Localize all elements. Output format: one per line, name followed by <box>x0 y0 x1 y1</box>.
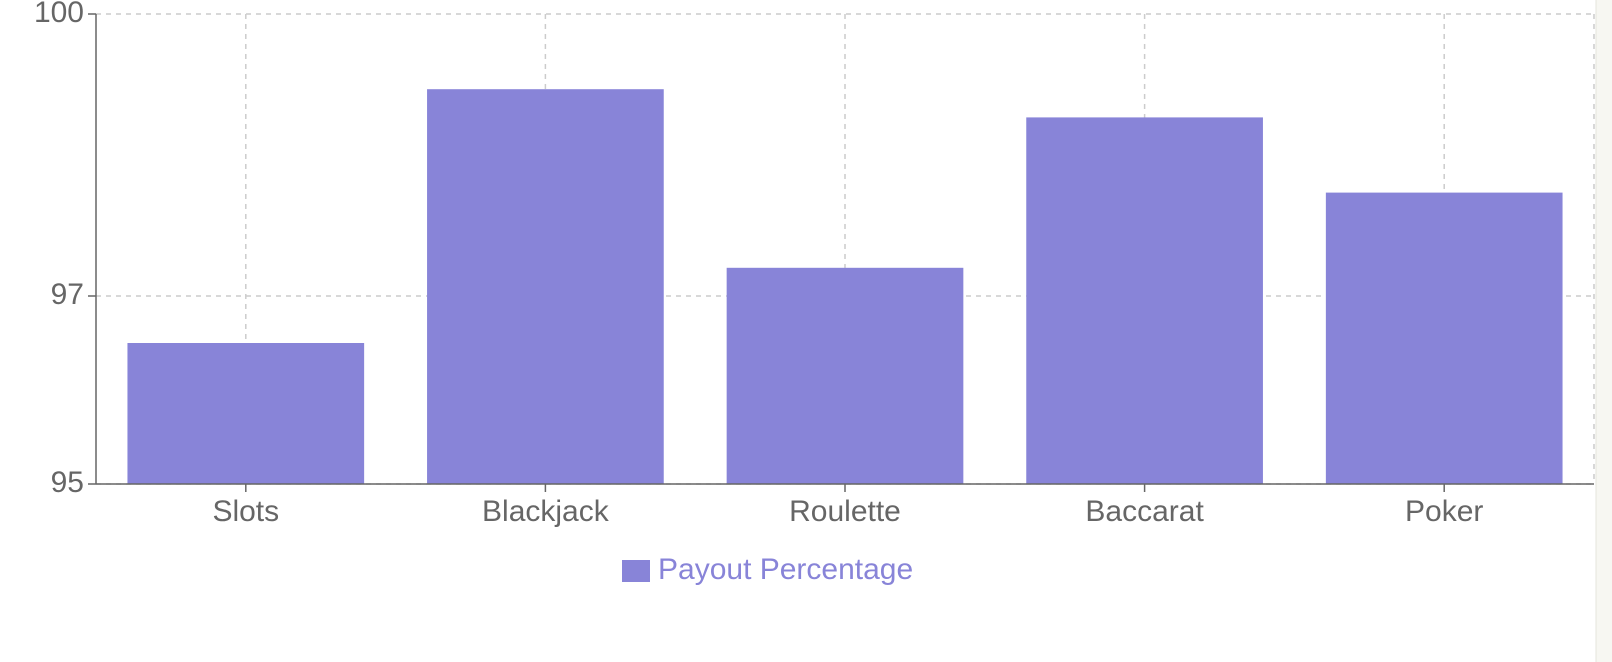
bar <box>127 343 365 484</box>
legend-label: Payout Percentage <box>658 553 913 586</box>
bar <box>1325 192 1563 484</box>
y-tick-label: 100 <box>34 0 84 29</box>
x-tick-label: Roulette <box>789 495 901 528</box>
x-tick-label: Poker <box>1405 495 1483 528</box>
x-tick-label: Baccarat <box>1085 495 1204 528</box>
bar <box>1026 117 1263 485</box>
y-tick-label: 97 <box>51 278 84 311</box>
y-tick-label: 95 <box>51 466 84 499</box>
legend-swatch <box>622 560 650 582</box>
x-tick-label: Blackjack <box>482 495 610 528</box>
bar <box>726 267 964 484</box>
bar <box>427 89 664 484</box>
scrollbar-track <box>1596 0 1612 662</box>
x-tick-label: Slots <box>212 495 279 528</box>
